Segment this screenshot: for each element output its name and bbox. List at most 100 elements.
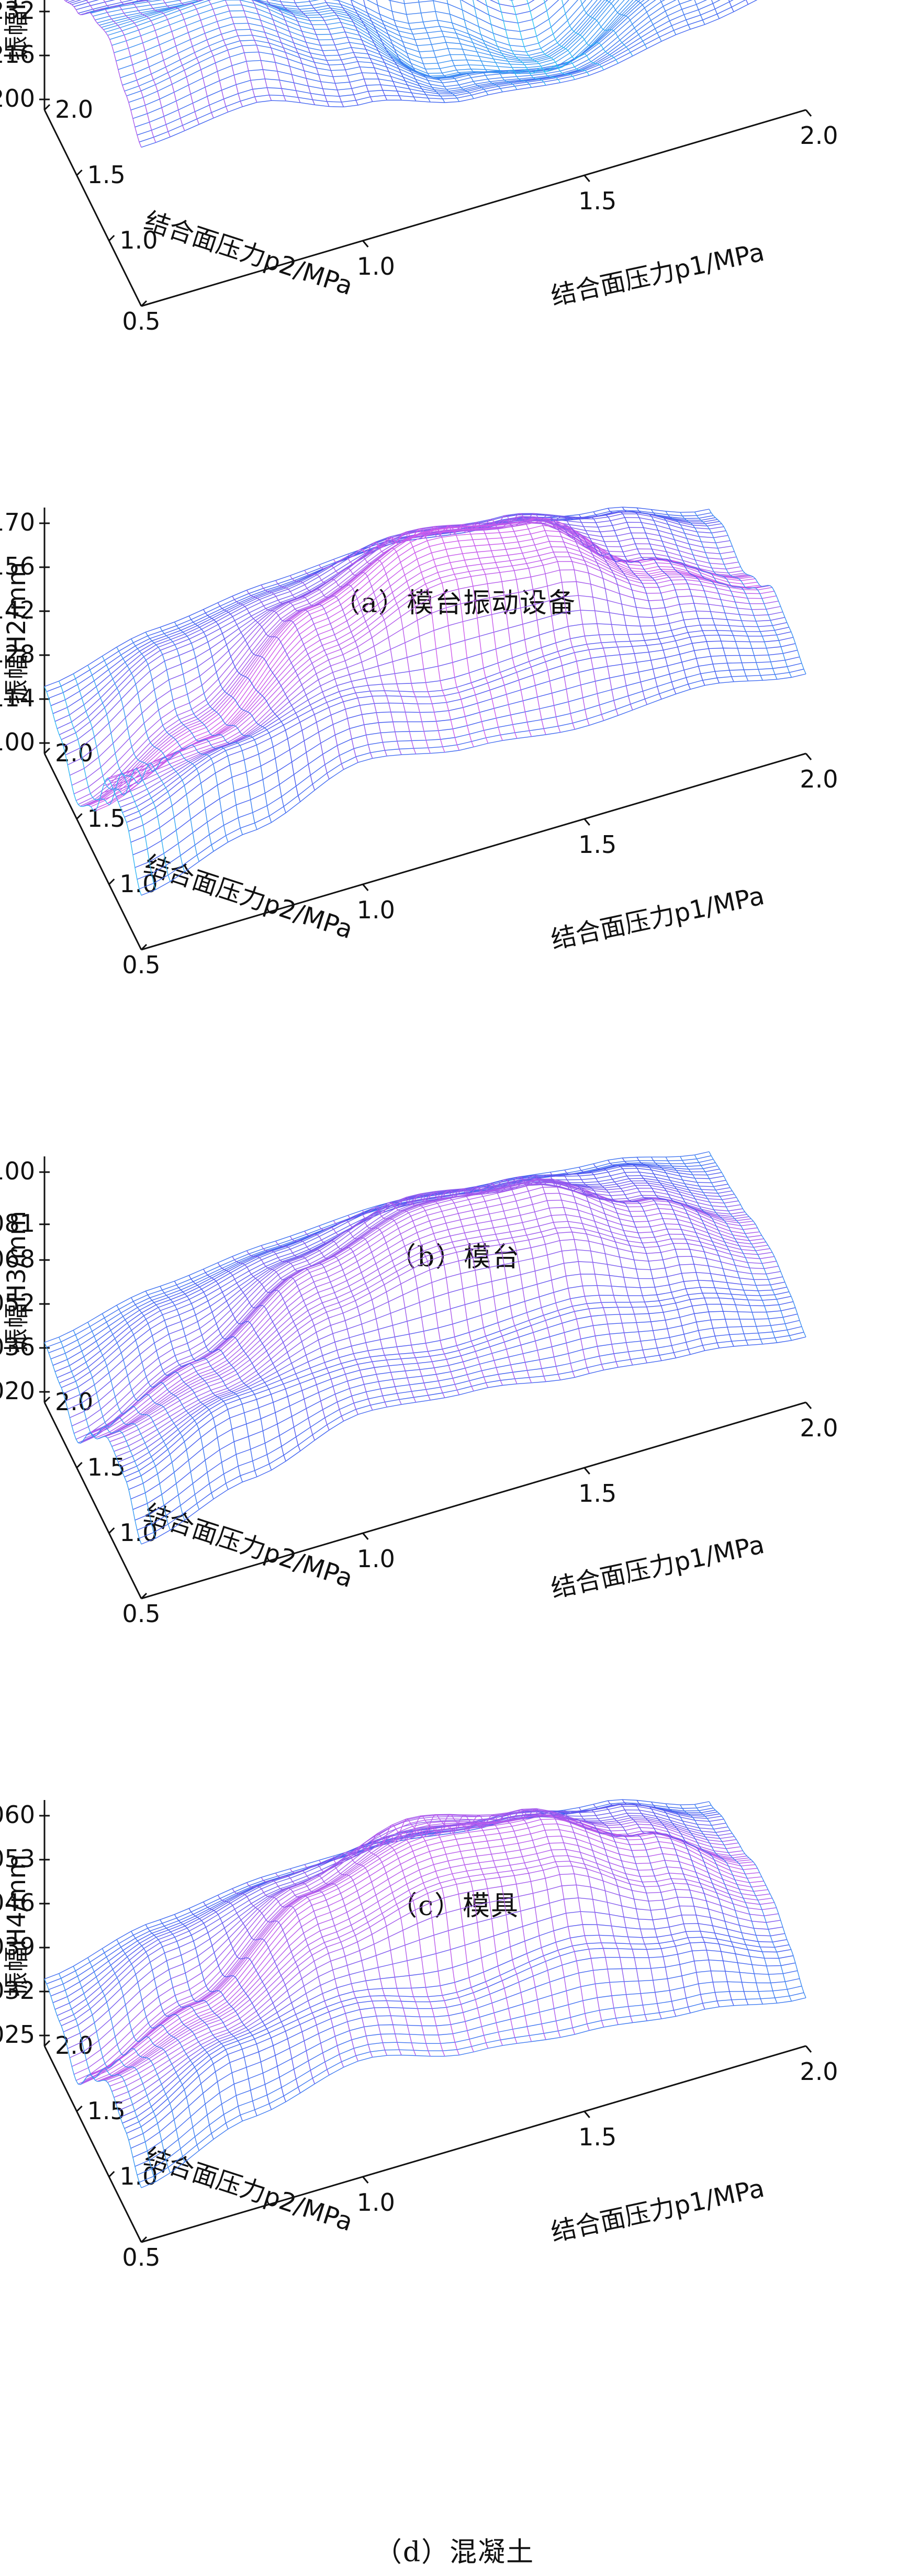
mesh-line — [564, 1169, 662, 1361]
z-tick-label: 0.060 — [0, 1801, 35, 1829]
mesh-line — [103, 0, 171, 137]
y-axis-label: 结合面压力p2/MPa — [141, 850, 356, 944]
x-tick-label: 2.0 — [800, 765, 838, 793]
z-tick-label: 0.081 — [0, 1209, 35, 1238]
z-tick-label: 0.036 — [0, 1333, 35, 1361]
x-tick-label: 1.0 — [357, 2188, 395, 2217]
z-tick-label: 0.039 — [0, 1932, 35, 1961]
x-axis-line — [141, 1401, 806, 1600]
mesh-line — [350, 0, 402, 100]
mesh-line — [275, 580, 373, 759]
mesh-line — [434, 1814, 532, 2042]
mesh-line — [709, 1151, 806, 1337]
mesh-line — [362, 537, 460, 751]
mesh-line — [58, 681, 156, 890]
mesh-line — [376, 0, 431, 103]
z-tick-label: 0.114 — [0, 684, 35, 712]
z-tick-label: 0.170 — [0, 508, 35, 536]
mesh-line — [333, 556, 431, 753]
mesh-line — [246, 1882, 344, 2067]
surface-mesh — [64, 0, 758, 148]
y-axis-line — [43, 2045, 142, 2243]
mesh-line — [578, 1167, 677, 1358]
mesh-line — [266, 0, 315, 105]
z-tick-label: 0.100 — [0, 728, 35, 756]
mesh-line — [580, 0, 633, 57]
y-axis-label: 结合面压力p2/MPa — [141, 2142, 356, 2237]
z-tick-label: 0.046 — [0, 1888, 35, 1917]
mesh-line — [217, 1262, 315, 1441]
x-axis-line — [141, 109, 806, 307]
mesh-line — [128, 637, 794, 831]
x-tick-mark — [362, 2176, 369, 2184]
surface-chart-group: 0.2800.2640.2480.2320.2160.200振幅H1/mm1.0… — [0, 0, 838, 335]
mesh-line — [543, 0, 604, 70]
mesh-line — [477, 519, 575, 730]
mesh-line — [622, 1157, 720, 1348]
x-tick-mark — [362, 1533, 369, 1540]
mesh-line — [448, 1814, 546, 2040]
y-tick-label: 2.0 — [55, 1388, 93, 1416]
z-tick-label: 0.020 — [0, 1377, 35, 1405]
mesh-line — [651, 509, 749, 681]
mesh-line — [239, 0, 272, 101]
x-tick-label: 1.0 — [357, 252, 395, 280]
mesh-line — [188, 615, 286, 813]
y-tick-mark — [43, 2040, 51, 2047]
surface-mesh — [44, 1151, 806, 1545]
mesh-line — [132, 1970, 798, 2158]
mesh-line — [87, 665, 185, 872]
surface-chart-b: 0.170 0.156 0.142 0.128 0.114 0.100 振幅H2/mm 1.0… — [0, 507, 838, 979]
mesh-line — [65, 0, 70, 2]
mesh-line — [333, 1843, 431, 2056]
chart-caption-d: （d）混凝土 — [374, 2537, 535, 2568]
mesh-line — [139, 0, 746, 143]
mesh-line — [521, 513, 619, 716]
mesh-line — [134, 1978, 800, 2167]
mesh-line — [85, 0, 156, 143]
mesh-line — [246, 590, 344, 770]
mesh-line — [473, 0, 532, 88]
mesh-line — [73, 1966, 171, 2173]
mesh-line — [289, 1868, 387, 2056]
z-tick-label: 0.216 — [0, 40, 35, 69]
x-tick-mark — [583, 175, 590, 182]
mesh-line — [275, 1241, 373, 1411]
mesh-line — [463, 522, 561, 733]
z-axis-label: 振幅H3/mm — [2, 1211, 31, 1353]
surface-chart-c: 0.100 0.081 0.068 0.052 0.036 0.020 振幅H3/mm 1.0… — [0, 1151, 838, 1628]
y-tick-label: 1.5 — [87, 1453, 126, 1481]
y-tick-label: 2.0 — [55, 95, 93, 123]
mesh-line — [651, 1802, 749, 2005]
mesh-line — [122, 1930, 787, 2124]
mesh-line — [608, 1800, 705, 2010]
mesh-line — [362, 1824, 460, 2055]
mesh-line — [116, 647, 214, 852]
mesh-line — [635, 0, 662, 42]
mesh-line — [141, 1336, 806, 1545]
mesh-line — [124, 1291, 789, 1478]
y-tick-mark — [108, 234, 115, 242]
mesh-line — [137, 1326, 802, 1531]
mesh-line — [134, 1320, 800, 1521]
y-tick-mark — [140, 2236, 148, 2243]
mesh-line — [137, 1985, 802, 2176]
mesh-line — [87, 1322, 185, 1521]
mesh-line — [665, 1803, 763, 2005]
mesh-line — [459, 0, 518, 90]
surface-mesh — [44, 507, 806, 896]
mesh-line — [680, 1804, 778, 2004]
mesh-line — [203, 1902, 301, 2094]
mesh-line — [188, 1275, 286, 1461]
mesh-line — [319, 565, 417, 755]
mesh-line — [526, 0, 590, 76]
y-tick-label: 0.5 — [122, 307, 160, 335]
mesh-line — [578, 1807, 677, 2017]
x-axis-label: 结合面压力p1/MPa — [548, 2174, 767, 2247]
mesh-line — [132, 649, 798, 856]
mesh-line — [261, 1877, 358, 2062]
mesh-line — [709, 1801, 806, 1998]
mesh-line — [73, 673, 171, 882]
mesh-line — [680, 1156, 778, 1343]
x-axis-label: 结合面压力p1/MPa — [548, 1530, 767, 1604]
